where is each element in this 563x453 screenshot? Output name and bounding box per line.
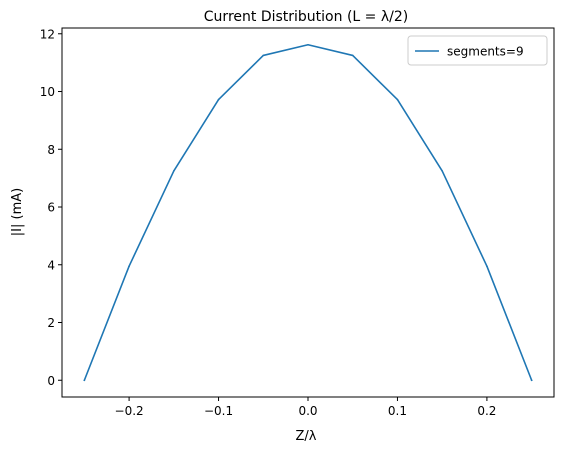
x-axis-ticks: −0.2 −0.1 0.0 0.1 0.2 <box>115 397 496 418</box>
y-axis-ticks: 0 2 4 6 8 10 12 <box>40 27 62 388</box>
y-axis-label: |I| (mA) <box>10 188 25 236</box>
x-tick-label: 0.2 <box>477 404 496 418</box>
data-point <box>351 54 354 57</box>
data-point <box>307 43 309 46</box>
chart-title: Current Distribution (L = λ/2) <box>204 9 408 25</box>
y-tick-label: 10 <box>40 85 55 99</box>
x-tick-label: −0.1 <box>204 404 233 418</box>
x-tick-label: −0.2 <box>115 404 144 418</box>
data-point <box>486 265 488 268</box>
plot-area <box>62 28 554 397</box>
data-point <box>173 170 175 172</box>
y-tick-label: 4 <box>47 258 55 272</box>
y-tick-label: 12 <box>40 27 55 41</box>
x-tick-label: 0.0 <box>298 404 317 418</box>
legend-box <box>407 35 548 66</box>
data-point <box>441 170 443 172</box>
y-tick-label: 6 <box>47 201 55 215</box>
data-point <box>262 54 265 57</box>
data-point <box>530 379 533 382</box>
y-tick-label: 0 <box>47 374 55 388</box>
data-point <box>83 379 86 382</box>
plot-frame <box>61 27 555 398</box>
x-tick-label: 0.1 <box>388 404 407 418</box>
y-tick-label: 8 <box>47 143 55 157</box>
legend: segments=9 <box>407 35 548 66</box>
data-point <box>217 98 220 101</box>
data-point <box>128 265 130 268</box>
y-tick-label: 2 <box>47 316 55 330</box>
data-point <box>396 98 399 101</box>
x-axis-label: Z/λ <box>296 429 317 444</box>
series-layer <box>83 43 533 382</box>
legend-label: segments=9 <box>447 45 524 59</box>
